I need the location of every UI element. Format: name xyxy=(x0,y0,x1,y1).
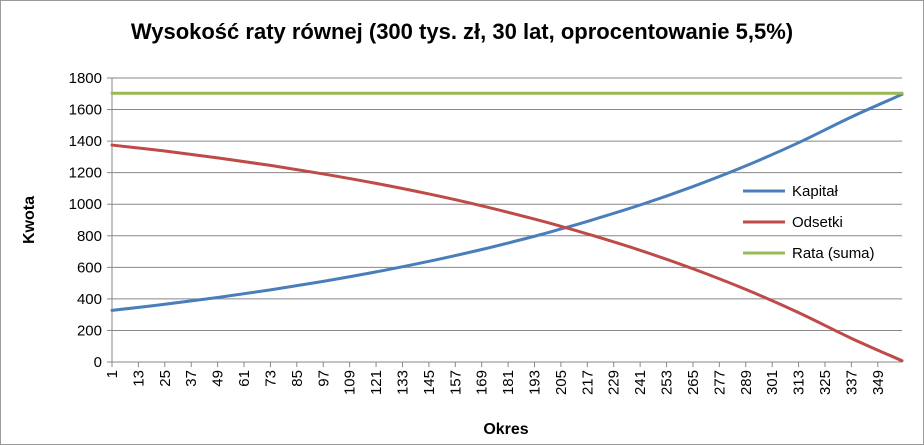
gridlines xyxy=(112,77,902,331)
x-axis-label: Okres xyxy=(483,421,528,438)
x-tick-label: 85 xyxy=(289,370,306,387)
y-tick-label: 1000 xyxy=(69,196,102,213)
y-tick-label: 800 xyxy=(77,228,102,245)
x-tick-label: 277 xyxy=(711,370,728,395)
x-tick-label: 217 xyxy=(579,370,596,395)
x-tick-label: 97 xyxy=(315,370,332,387)
x-tick-label: 49 xyxy=(210,370,227,387)
series-line-odsetki xyxy=(110,143,904,363)
series-line-kapital xyxy=(110,92,904,312)
chart-title: Wysokość raty równej (300 tys. zł, 30 la… xyxy=(131,19,793,44)
x-tick-label: 301 xyxy=(764,370,781,395)
y-tick-label: 200 xyxy=(77,322,102,339)
x-tick-label: 313 xyxy=(791,370,808,395)
x-tick-label: 13 xyxy=(130,370,147,387)
legend-item-kapital: Kapitał xyxy=(792,183,839,200)
y-tick-label: 1800 xyxy=(69,70,102,87)
axes xyxy=(111,78,902,363)
x-tick-label: 133 xyxy=(394,370,411,395)
x-tick-label: 121 xyxy=(368,370,385,395)
x-tick-label: 337 xyxy=(843,370,860,395)
x-tick-label: 289 xyxy=(738,370,755,395)
x-tick-label: 193 xyxy=(527,370,544,395)
legend-item-rata: Rata (suma) xyxy=(792,245,875,262)
y-axis-label: Kwota xyxy=(21,196,38,244)
x-tick-label: 325 xyxy=(817,370,834,395)
x-tick-label: 265 xyxy=(685,370,702,395)
x-axis-ticks: 1 13 25 37 49 61 73 85 97 109 121 133 145 157 169 181 19… xyxy=(104,362,887,395)
legend-item-odsetki: Odsetki xyxy=(792,214,843,231)
x-tick-label: 253 xyxy=(659,370,676,395)
series-lines xyxy=(110,91,904,363)
x-tick-label: 37 xyxy=(183,370,200,387)
x-tick-label: 61 xyxy=(236,370,253,387)
x-tick-label: 205 xyxy=(553,370,570,395)
x-tick-label: 241 xyxy=(632,370,649,395)
legend: Kapitał Odsetki Rata (suma) xyxy=(743,183,875,262)
x-tick-label: 1 xyxy=(104,370,121,378)
y-tick-label: 1600 xyxy=(69,102,102,119)
x-tick-label: 349 xyxy=(870,370,887,395)
y-tick-label: 400 xyxy=(77,291,102,308)
y-axis-ticks: 0 200 400 600 800 1000 1200 1400 1600 1800 xyxy=(69,70,112,371)
x-tick-label: 25 xyxy=(157,370,174,387)
x-tick-label: 169 xyxy=(474,370,491,395)
y-tick-label: 0 xyxy=(94,354,102,371)
y-tick-label: 600 xyxy=(77,259,102,276)
y-tick-label: 1400 xyxy=(69,133,102,150)
x-tick-label: 109 xyxy=(342,370,359,395)
x-tick-label: 73 xyxy=(262,370,279,387)
x-tick-label: 157 xyxy=(447,370,464,395)
x-tick-label: 229 xyxy=(606,370,623,395)
x-tick-label: 181 xyxy=(500,370,517,395)
x-tick-label: 145 xyxy=(421,370,438,395)
y-tick-label: 1200 xyxy=(69,165,102,182)
